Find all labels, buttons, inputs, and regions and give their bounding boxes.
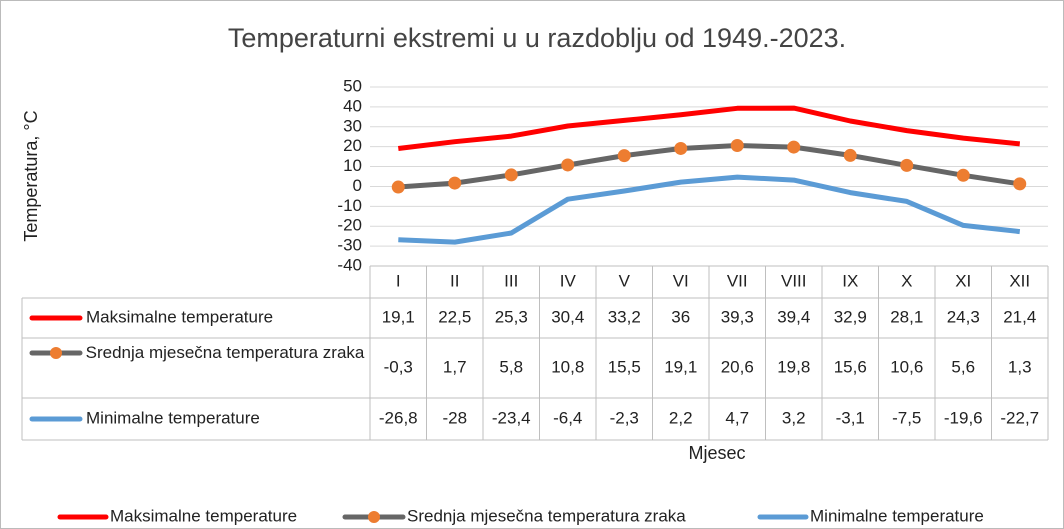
x-tick-label: VI xyxy=(673,271,689,290)
x-tick-label: IX xyxy=(842,271,858,290)
table-cell: 1,3 xyxy=(1008,357,1032,376)
x-tick-label: V xyxy=(619,271,631,290)
series-marker xyxy=(561,158,575,172)
table-cell: 39,4 xyxy=(777,307,810,326)
table-cell: 19,1 xyxy=(382,307,415,326)
table-cell: 30,4 xyxy=(551,307,584,326)
table-cell: 36 xyxy=(671,307,690,326)
table-cell: 10,8 xyxy=(551,357,584,376)
table-cell: -2,3 xyxy=(610,408,639,427)
x-tick-label: XI xyxy=(955,271,971,290)
x-tick-label: IV xyxy=(560,271,577,290)
table-cell: -0,3 xyxy=(384,357,413,376)
table-cell: 25,3 xyxy=(495,307,528,326)
series-marker xyxy=(900,158,914,172)
table-cell: 1,7 xyxy=(443,357,467,376)
table-cell: -7,5 xyxy=(892,408,921,427)
table-cell: 15,5 xyxy=(608,357,641,376)
table-row-label: Srednja mjesečna temperatura zraka xyxy=(85,343,365,362)
table-cell: 5,6 xyxy=(951,357,975,376)
series-marker xyxy=(504,168,518,182)
y-axis-label: Temperatura, °C xyxy=(21,110,41,241)
series-marker xyxy=(843,148,857,162)
table-cell: 15,6 xyxy=(834,357,867,376)
x-tick-label: II xyxy=(450,271,459,290)
table-cell: 22,5 xyxy=(438,307,471,326)
x-tick-label: X xyxy=(901,271,912,290)
table-cell: -23,4 xyxy=(492,408,531,427)
table-row-label-box: Srednja mjesečna temperatura zraka xyxy=(85,343,365,362)
series-marker xyxy=(956,168,970,182)
table-legend-key-marker xyxy=(50,347,62,359)
table-cell: 24,3 xyxy=(947,307,980,326)
x-tick-label: I xyxy=(396,271,401,290)
x-tick-label: VIII xyxy=(781,271,807,290)
y-tick-label: -20 xyxy=(337,216,362,235)
y-tick-label: 40 xyxy=(343,96,362,115)
table-row-label: Minimalne temperature xyxy=(86,408,260,427)
y-tick-label: 50 xyxy=(343,76,362,95)
table-cell: 28,1 xyxy=(890,307,923,326)
table-row-label: Maksimalne temperature xyxy=(86,307,273,326)
y-tick-label: 30 xyxy=(343,116,362,135)
table-cell: -3,1 xyxy=(836,408,865,427)
series-line xyxy=(398,143,1021,190)
series-marker xyxy=(617,149,631,163)
x-tick-label: XII xyxy=(1009,271,1030,290)
y-tick-label: -30 xyxy=(337,236,362,255)
legend-label: Srednja mjesečna temperatura zraka xyxy=(407,506,686,525)
table-cell: 3,2 xyxy=(782,408,806,427)
series-marker xyxy=(730,138,744,152)
table-cell: 19,1 xyxy=(664,357,697,376)
chart-title: Temperaturni ekstremi u u razdoblju od 1… xyxy=(228,23,846,53)
series-line xyxy=(398,105,1021,151)
y-tick-label: 10 xyxy=(343,156,362,175)
y-tick-label: 20 xyxy=(343,136,362,155)
series-marker xyxy=(448,176,462,190)
y-tick-label: -40 xyxy=(337,255,362,274)
legend-label: Maksimalne temperature xyxy=(110,506,297,525)
table-cell: 10,6 xyxy=(890,357,923,376)
table-cell: 4,7 xyxy=(725,408,749,427)
table-cell: 33,2 xyxy=(608,307,641,326)
table-cell: 32,9 xyxy=(834,307,867,326)
table-cell: 2,2 xyxy=(669,408,693,427)
series-marker xyxy=(1013,177,1027,191)
x-tick-label: VII xyxy=(727,271,748,290)
table-cell: 19,8 xyxy=(777,357,810,376)
legend-key-marker xyxy=(368,511,380,523)
table-cell: -6,4 xyxy=(553,408,582,427)
series-marker xyxy=(674,141,688,155)
table-cell: -26,8 xyxy=(379,408,418,427)
table-cell: -28 xyxy=(442,408,467,427)
x-axis-label: Mjesec xyxy=(688,443,745,463)
y-tick-label: -10 xyxy=(337,196,362,215)
table-cell: 5,8 xyxy=(499,357,523,376)
y-tick-label: 0 xyxy=(353,176,362,195)
table-cell: 39,3 xyxy=(721,307,754,326)
table-cell: 20,6 xyxy=(721,357,754,376)
x-tick-label: III xyxy=(504,271,518,290)
series-marker xyxy=(391,180,405,194)
legend-label: Minimalne temperature xyxy=(810,506,984,525)
series-line xyxy=(398,174,1021,245)
table-cell: -19,6 xyxy=(944,408,983,427)
series-marker xyxy=(787,140,801,154)
table-cell: -22,7 xyxy=(1000,408,1039,427)
table-cell: 21,4 xyxy=(1003,307,1036,326)
